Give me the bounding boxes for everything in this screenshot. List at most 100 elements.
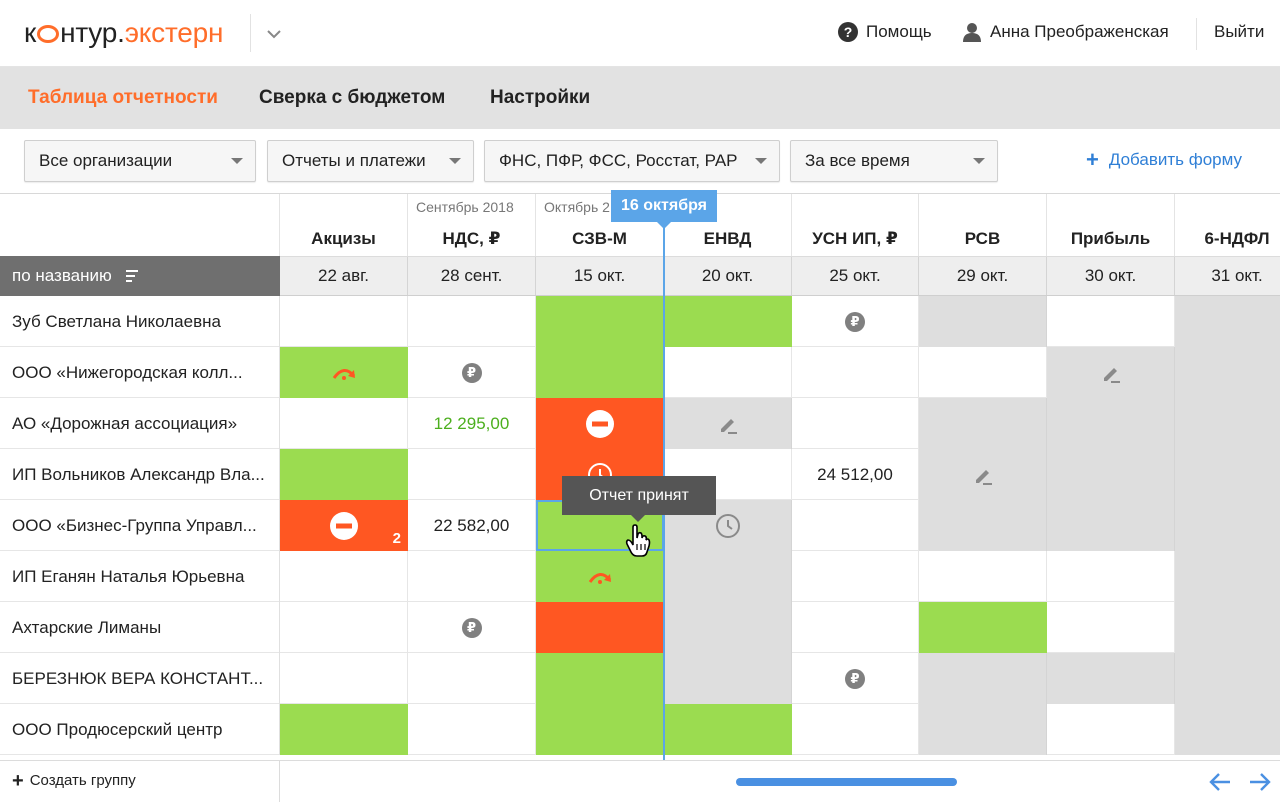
report-cell[interactable]: 2 [280, 500, 408, 551]
report-cell[interactable]: 22 582,00 [408, 500, 536, 551]
report-cell[interactable] [1047, 500, 1175, 551]
chevron-down-icon[interactable] [264, 24, 284, 44]
report-cell[interactable] [1175, 551, 1280, 602]
report-cell[interactable] [792, 551, 919, 602]
report-cell[interactable] [664, 347, 792, 398]
report-cell[interactable] [280, 653, 408, 704]
report-cell[interactable] [664, 602, 792, 653]
report-cell[interactable] [1175, 347, 1280, 398]
report-type-select[interactable]: Отчеты и платежи [267, 140, 474, 182]
report-cell[interactable] [919, 551, 1047, 602]
report-cell[interactable] [919, 296, 1047, 347]
help-link[interactable]: ? Помощь [838, 22, 932, 42]
report-cell[interactable] [664, 704, 792, 755]
organization-name[interactable]: БЕРЕЗНЮК ВЕРА КОНСТАНТ... [0, 653, 280, 704]
organizations-select[interactable]: Все организации [24, 140, 256, 182]
report-cell[interactable]: ₽ [408, 347, 536, 398]
agencies-select[interactable]: ФНС, ПФР, ФСС, Росстат, РАР [484, 140, 780, 182]
report-cell[interactable] [664, 296, 792, 347]
tab-report-table[interactable]: Таблица отчетности [28, 87, 218, 108]
user-menu[interactable]: Анна Преображенская [962, 22, 1169, 42]
report-cell[interactable] [1175, 398, 1280, 449]
column-header[interactable]: РСВ [919, 194, 1047, 256]
column-header[interactable]: Акцизы [280, 194, 408, 256]
organization-name[interactable]: ИП Еганян Наталья Юрьевна [0, 551, 280, 602]
report-cell[interactable] [792, 602, 919, 653]
report-cell[interactable] [280, 602, 408, 653]
report-cell[interactable] [1047, 296, 1175, 347]
report-cell[interactable] [1047, 398, 1175, 449]
report-cell[interactable] [1047, 704, 1175, 755]
period-select[interactable]: За все время [790, 140, 998, 182]
report-cell[interactable] [1175, 449, 1280, 500]
report-cell[interactable] [664, 653, 792, 704]
report-cell[interactable] [1047, 449, 1175, 500]
report-cell[interactable] [1047, 551, 1175, 602]
report-cell[interactable] [664, 551, 792, 602]
kontur-extern-logo[interactable]: к нтур.экстерн [24, 17, 224, 48]
report-cell[interactable]: ₽ [408, 602, 536, 653]
report-cell[interactable] [280, 551, 408, 602]
arrow-right-icon[interactable] [1246, 770, 1272, 794]
report-cell[interactable] [792, 347, 919, 398]
report-cell[interactable] [536, 398, 664, 449]
report-cell[interactable]: ₽ [792, 653, 919, 704]
report-cell[interactable] [536, 347, 664, 398]
report-cell[interactable] [919, 398, 1047, 449]
organization-name[interactable]: Зуб Светлана Николаевна [0, 296, 280, 347]
report-cell[interactable] [408, 653, 536, 704]
report-cell[interactable] [664, 398, 792, 449]
report-cell[interactable] [536, 296, 664, 347]
report-cell[interactable]: 24 512,00 [792, 449, 919, 500]
report-cell[interactable] [536, 551, 664, 602]
logout-link[interactable]: Выйти [1214, 22, 1265, 41]
report-cell[interactable]: ₽ [792, 296, 919, 347]
report-cell[interactable] [792, 500, 919, 551]
report-cell[interactable] [1047, 347, 1175, 398]
report-cell[interactable] [536, 602, 664, 653]
report-cell[interactable] [408, 551, 536, 602]
organization-name[interactable]: ООО Продюсерский центр [0, 704, 280, 755]
report-cell[interactable] [919, 602, 1047, 653]
column-header[interactable]: ЕНВД [664, 194, 792, 256]
column-header[interactable]: Прибыль [1047, 194, 1175, 256]
report-cell[interactable] [1047, 653, 1175, 704]
column-header[interactable]: Сентябрь 2018 НДС, ₽ [408, 194, 536, 256]
arrow-left-icon[interactable] [1208, 770, 1234, 794]
tab-budget-reconciliation[interactable]: Сверка с бюджетом [259, 87, 446, 108]
report-cell[interactable] [1175, 500, 1280, 551]
report-cell[interactable] [919, 500, 1047, 551]
report-cell[interactable] [1175, 296, 1280, 347]
report-cell[interactable] [792, 704, 919, 755]
organization-name[interactable]: ООО «Нижегородская колл... [0, 347, 280, 398]
report-cell[interactable] [1175, 653, 1280, 704]
report-cell[interactable] [280, 449, 408, 500]
report-cell[interactable] [1047, 602, 1175, 653]
horizontal-scrollbar[interactable] [736, 778, 957, 786]
column-header[interactable]: 6-НДФЛ [1175, 194, 1280, 256]
report-cell[interactable] [536, 653, 664, 704]
organization-name[interactable]: Ахтарские Лиманы [0, 602, 280, 653]
add-form-button[interactable]: + Добавить форму [1086, 147, 1242, 172]
create-group-button[interactable]: + Создать группу [12, 769, 136, 792]
report-cell[interactable] [280, 347, 408, 398]
report-cell[interactable] [664, 449, 792, 500]
report-cell[interactable] [536, 704, 664, 755]
organization-name[interactable]: ИП Вольников Александр Вла... [0, 449, 280, 500]
report-cell[interactable] [408, 704, 536, 755]
organization-name[interactable]: ООО «Бизнес-Группа Управл... [0, 500, 280, 551]
tab-settings[interactable]: Настройки [490, 87, 591, 108]
report-cell[interactable] [408, 449, 536, 500]
report-cell[interactable] [1175, 704, 1280, 755]
report-cell[interactable]: 12 295,00 [408, 398, 536, 449]
report-cell[interactable] [919, 653, 1047, 704]
report-cell[interactable] [919, 347, 1047, 398]
organization-name[interactable]: АО «Дорожная ассоциация» [0, 398, 280, 449]
report-cell[interactable] [408, 296, 536, 347]
report-cell[interactable] [280, 704, 408, 755]
sort-by-name-button[interactable]: по названию [0, 256, 280, 296]
column-header[interactable]: УСН ИП, ₽ [792, 194, 919, 256]
report-cell[interactable] [919, 449, 1047, 500]
report-cell[interactable] [280, 296, 408, 347]
report-cell[interactable] [919, 704, 1047, 755]
